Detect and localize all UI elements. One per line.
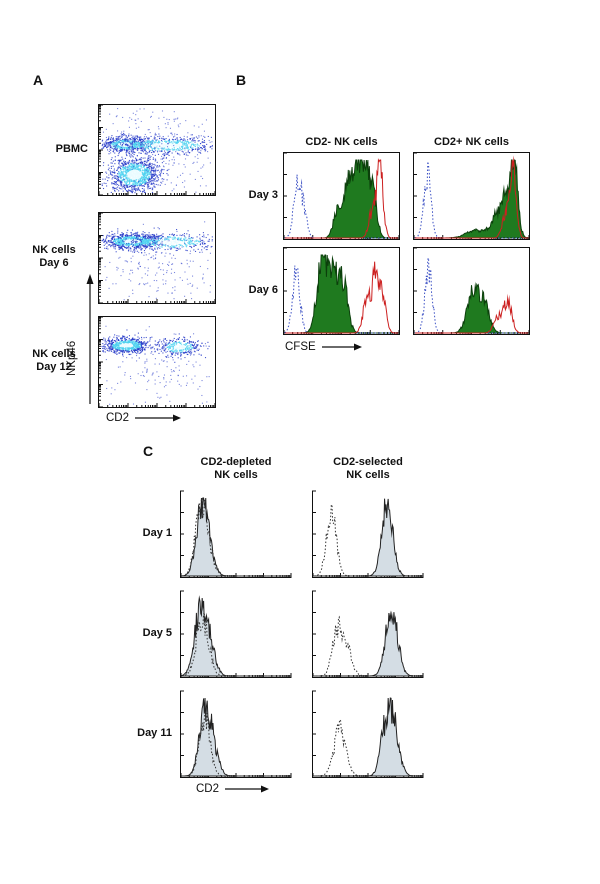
panel-b-x-axis-label: CFSE: [285, 341, 316, 353]
panel-c-label: C: [143, 443, 154, 459]
panel-b-label: B: [236, 72, 247, 88]
panel-b-x-axis: CFSE: [285, 341, 362, 353]
flow-histogram-day6-cd2neg: [283, 247, 400, 335]
col-header-cd2-selected: CD2-selected NK cells: [333, 456, 403, 481]
flow-scatter-nk-day12: [98, 316, 216, 408]
panel-a-y-axis-label: NKp46: [66, 340, 78, 376]
flow-histogram-day5-selected: [312, 590, 424, 678]
col-header-cd2pos: CD2+ NK cells: [434, 136, 509, 148]
panel-c-x-axis: CD2: [196, 783, 270, 795]
flow-histogram-day1-depleted: [180, 490, 292, 578]
flow-scatter-pbmc: [98, 104, 216, 196]
flow-histogram-day3-cd2neg: [283, 152, 400, 240]
flow-histogram-day5-depleted: [180, 590, 292, 678]
panel-a-x-axis: CD2: [106, 412, 182, 424]
flow-histogram-day11-depleted: [180, 690, 292, 778]
row-label-day11: Day 11: [137, 727, 172, 739]
row-label-day1: Day 1: [142, 527, 172, 539]
row-label-day6: Day 6: [248, 284, 278, 296]
panel-a-x-axis-label: CD2: [106, 412, 130, 424]
right-arrow-icon: [321, 343, 362, 351]
up-arrow-icon: [86, 274, 94, 404]
col-header-cd2neg: CD2- NK cells: [305, 136, 378, 148]
col-header-cd2-depleted: CD2-depleted NK cells: [200, 456, 272, 481]
plot-label-nk-day12: NK cells Day 12: [32, 348, 76, 373]
panel-c-x-axis-label: CD2: [196, 783, 220, 795]
row-label-day5: Day 5: [142, 627, 172, 639]
plot-label-nk-day6: NK cells Day 6: [32, 244, 76, 269]
panel-a-label: A: [33, 72, 44, 88]
flow-histogram-day6-cd2pos: [413, 247, 530, 335]
flow-histogram-day1-selected: [312, 490, 424, 578]
plot-label-pbmc: PBMC: [55, 143, 88, 155]
flow-scatter-nk-day6: [98, 212, 216, 304]
flow-histogram-day3-cd2pos: [413, 152, 530, 240]
right-arrow-icon: [225, 785, 270, 793]
row-label-day3: Day 3: [248, 189, 278, 201]
flow-histogram-day11-selected: [312, 690, 424, 778]
right-arrow-icon: [135, 414, 182, 422]
